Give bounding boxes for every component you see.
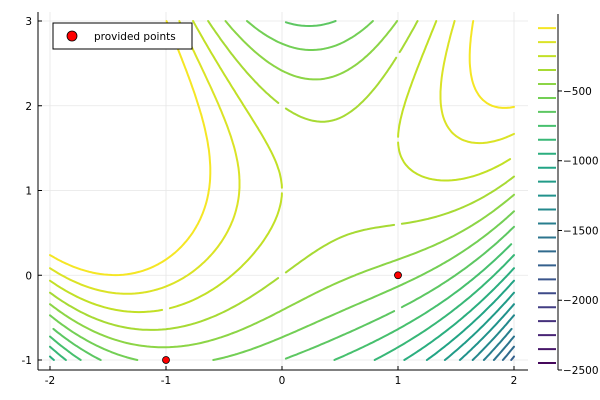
colorbar-tick-label: −1500: [563, 225, 599, 237]
contour-line: [49, 20, 515, 295]
legend: provided points: [52, 22, 193, 50]
y-tick-label: 3: [25, 16, 32, 28]
y-tick-label: 1: [25, 186, 32, 198]
x-tick-label: 0: [279, 375, 286, 387]
x-tick-label: -2: [45, 375, 55, 387]
colorbar-tick-label: −2500: [563, 365, 599, 377]
provided-point: [162, 356, 170, 364]
contour-layer: [49, 20, 515, 361]
contour-line: [482, 327, 513, 361]
contour-line: [501, 345, 515, 361]
contour-line: [425, 279, 515, 361]
colorbar: −500 −1000 −1500 −2000 −2500: [538, 14, 599, 377]
y-tick-label: 0: [25, 270, 32, 282]
y-tick-label: -1: [22, 355, 32, 367]
contour-line: [49, 243, 513, 361]
contour-line: [510, 355, 515, 361]
y-tick-label: 2: [25, 101, 32, 113]
axes-layer: -2 -1 0 1 2 -1 0 1 2 3: [22, 12, 528, 387]
contour-line: [49, 20, 515, 331]
contour-line: [471, 314, 515, 361]
contour-line: [49, 20, 515, 277]
contour-line: [443, 291, 515, 361]
colorbar-tick-label: −2000: [563, 295, 599, 307]
contour-line: [49, 20, 512, 314]
points-layer: [162, 271, 402, 364]
contour-line: [49, 20, 515, 349]
x-tick-label: 1: [395, 375, 402, 387]
legend-marker: [66, 30, 78, 42]
grid-layer: [38, 12, 528, 370]
contour-line: [49, 20, 515, 361]
x-tick-label: 2: [511, 375, 518, 387]
contour-line: [52, 20, 515, 361]
contour-line: [49, 254, 515, 361]
contour-line: [492, 335, 515, 361]
legend-label: provided points: [94, 31, 176, 43]
contour-line: [49, 267, 515, 361]
contour-line: [458, 303, 515, 361]
provided-point: [394, 271, 402, 280]
x-tick-label: -1: [161, 375, 171, 387]
colorbar-tick-label: −500: [563, 86, 592, 98]
colorbar-tick-label: −1000: [563, 156, 599, 168]
